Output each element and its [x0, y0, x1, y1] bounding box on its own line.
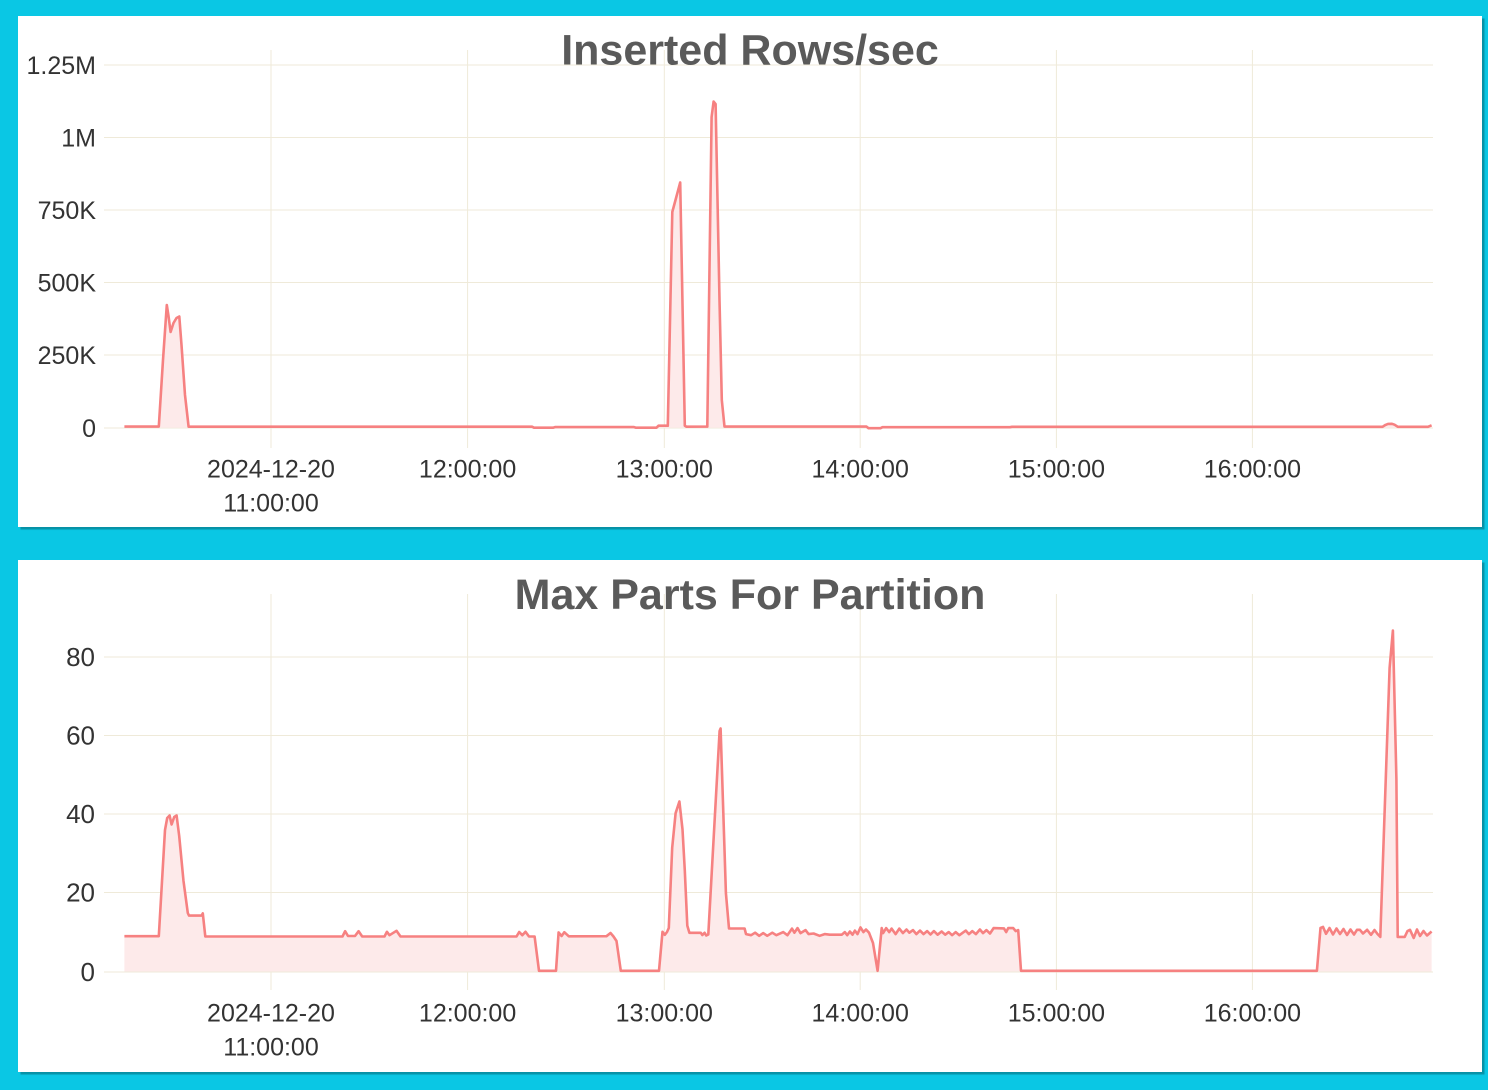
svg-text:1M: 1M: [61, 124, 96, 152]
svg-text:0: 0: [82, 415, 96, 443]
svg-text:15:00:00: 15:00:00: [1008, 1000, 1105, 1028]
svg-text:Inserted Rows/sec: Inserted Rows/sec: [561, 27, 939, 75]
svg-text:13:00:00: 13:00:00: [616, 456, 713, 484]
svg-text:80: 80: [66, 642, 95, 672]
svg-text:20: 20: [66, 878, 95, 908]
svg-text:2024-12-20: 2024-12-20: [207, 456, 335, 484]
svg-text:11:00:00: 11:00:00: [223, 490, 318, 518]
svg-text:13:00:00: 13:00:00: [616, 1000, 713, 1028]
svg-text:60: 60: [66, 721, 95, 751]
svg-text:750K: 750K: [38, 197, 97, 225]
svg-text:12:00:00: 12:00:00: [419, 1000, 516, 1028]
svg-text:14:00:00: 14:00:00: [812, 456, 909, 484]
svg-text:250K: 250K: [38, 342, 97, 370]
svg-text:2024-12-20: 2024-12-20: [207, 1000, 335, 1028]
svg-text:500K: 500K: [38, 269, 97, 297]
svg-text:Max Parts For Partition: Max Parts For Partition: [515, 571, 986, 619]
svg-text:16:00:00: 16:00:00: [1204, 1000, 1301, 1028]
svg-text:15:00:00: 15:00:00: [1008, 456, 1105, 484]
svg-text:1.25M: 1.25M: [27, 52, 96, 80]
svg-text:14:00:00: 14:00:00: [812, 1000, 909, 1028]
svg-text:0: 0: [81, 957, 95, 987]
svg-text:11:00:00: 11:00:00: [223, 1034, 318, 1062]
svg-text:16:00:00: 16:00:00: [1204, 456, 1301, 484]
svg-text:40: 40: [66, 799, 95, 829]
svg-text:12:00:00: 12:00:00: [419, 456, 516, 484]
